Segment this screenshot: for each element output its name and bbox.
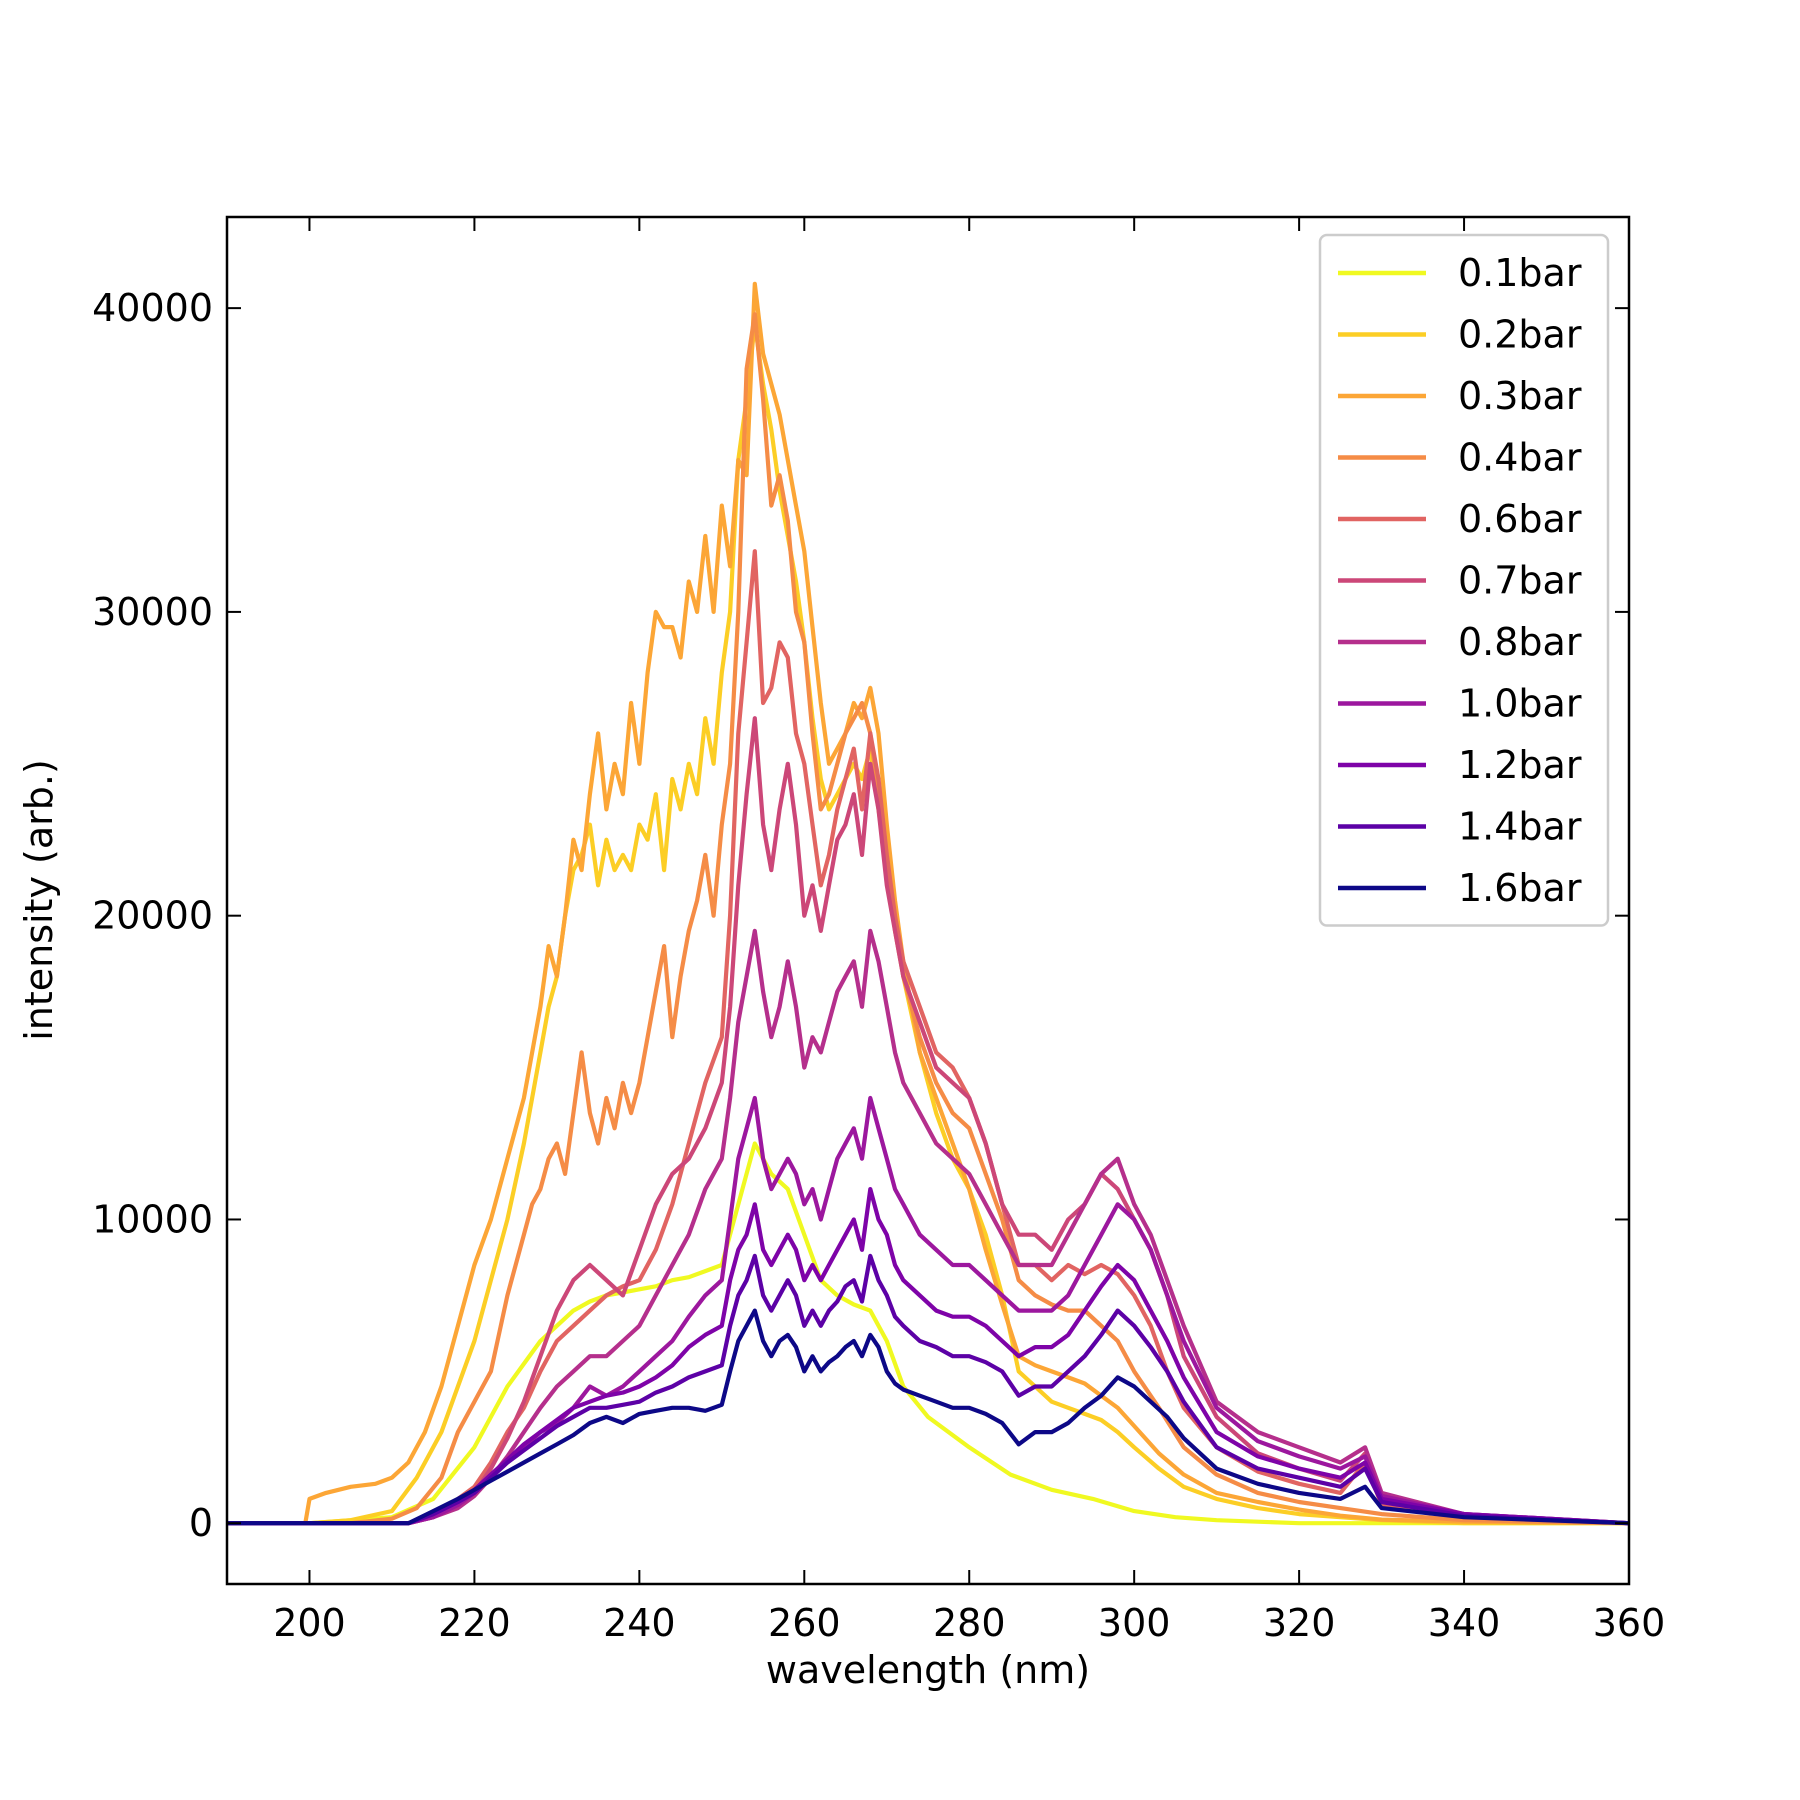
y-tick-label: 20000 (92, 894, 213, 938)
legend-label: 1.4bar (1458, 805, 1582, 849)
legend-label: 1.6bar (1458, 866, 1582, 910)
series-layer (227, 281, 1629, 1526)
x-tick-label: 360 (1593, 1601, 1666, 1645)
series-line-1-2bar (227, 1186, 1629, 1526)
axis-ticks: 200 220 240 260 280 300 320 340 360 0 10000 20000 30… (92, 217, 1665, 1645)
series-line-1-6bar (227, 1308, 1629, 1526)
legend-label: 0.3bar (1458, 374, 1582, 418)
series-line-0-8bar (227, 928, 1629, 1526)
series-line-0-3bar (227, 281, 1629, 1526)
x-tick-label: 200 (273, 1601, 346, 1645)
series-line-1-0bar (227, 1095, 1629, 1526)
y-axis-label: intensity (arb.) (17, 759, 61, 1041)
legend: 0.1bar 0.2bar 0.3bar 0.4bar 0.6bar 0.7bar 0.8b… (1318, 233, 1610, 927)
legend-label: 0.8bar (1458, 620, 1582, 664)
legend-label: 0.6bar (1458, 497, 1582, 541)
x-tick-label: 300 (1098, 1601, 1171, 1645)
legend-label: 1.0bar (1458, 682, 1582, 726)
legend-label: 0.4bar (1458, 436, 1582, 480)
x-tick-label: 240 (603, 1601, 676, 1645)
y-tick-label: 30000 (92, 590, 213, 634)
y-tick-label: 0 (189, 1501, 213, 1545)
legend-label: 0.2bar (1458, 313, 1582, 357)
legend-label: 0.7bar (1458, 559, 1582, 603)
series-line-0-6bar (227, 549, 1629, 1526)
series-line-0-2bar (227, 321, 1629, 1526)
x-tick-label: 340 (1428, 1601, 1501, 1645)
series-line-1-4bar (227, 1253, 1629, 1526)
plot-frame (225, 215, 1631, 1586)
legend-box (1318, 233, 1610, 927)
x-tick-label: 280 (933, 1601, 1006, 1645)
series-line-0-4bar (227, 312, 1629, 1526)
legend-label: 0.1bar (1458, 251, 1582, 295)
x-tick-label: 320 (1263, 1601, 1336, 1645)
x-axis-label: wavelength (nm) (766, 1648, 1090, 1692)
y-tick-label: 40000 (92, 286, 213, 330)
x-tick-label: 260 (768, 1601, 841, 1645)
y-tick-label: 10000 (92, 1197, 213, 1241)
x-tick-label: 220 (438, 1601, 511, 1645)
legend-label: 1.2bar (1458, 743, 1582, 787)
